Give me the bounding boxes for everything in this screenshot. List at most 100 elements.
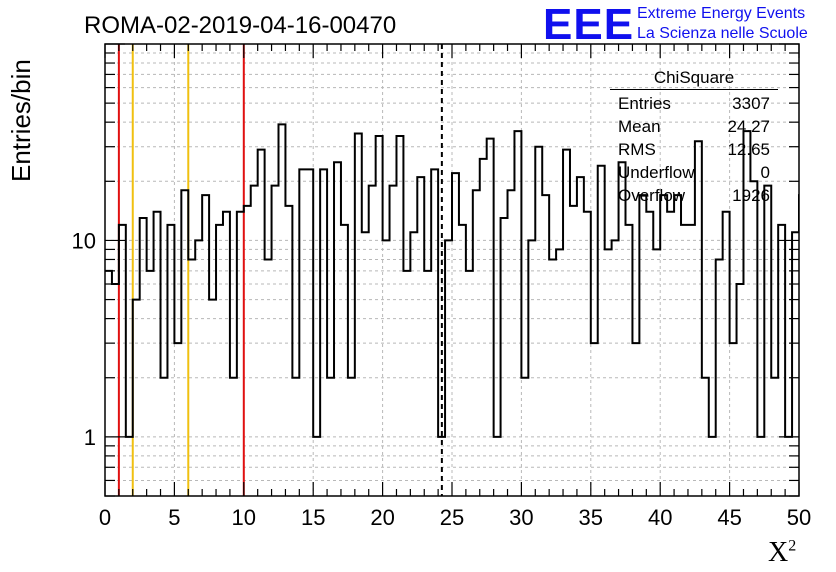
stats-label: RMS [618,140,656,159]
histogram-bin [112,284,119,496]
histogram-bin [730,343,737,496]
histogram-bin [417,177,424,496]
x-tick-label: 0 [99,505,111,530]
stats-value: 0 [760,163,770,182]
x-tick-label: 25 [440,505,464,530]
histogram-bin [272,186,279,496]
x-tick-label: 50 [787,505,811,530]
histogram-bin [459,225,466,496]
histogram-bin [667,212,674,496]
histogram-bin [299,169,306,496]
histogram-bin [147,271,154,496]
y-tick-label: 10 [72,228,96,253]
x-tick-label: 45 [717,505,741,530]
histogram-bin [369,186,376,496]
histogram-bin [445,240,452,496]
y-axis-label: Entries/bin [6,59,36,182]
histogram-bin [577,177,584,496]
stats-row: Mean 24.27 [610,115,778,138]
histogram-bin [487,139,494,496]
histogram-bin [688,225,695,496]
logo-caption: Extreme Energy Events La Scienza nelle S… [637,4,808,44]
histogram-outline [105,123,799,438]
histogram-bin [750,181,757,496]
stats-row: RMS 12.65 [610,138,778,161]
histogram-bin [806,249,813,496]
histogram-bin [584,212,591,496]
stats-row: Underflow 0 [610,161,778,184]
histogram-bin [279,124,286,496]
x-tick-label: 30 [509,505,533,530]
histogram-bin [737,284,744,496]
histogram-bin [556,249,563,496]
histogram-bin [133,300,140,496]
histogram-bin [778,225,785,496]
histogram-bin [827,200,834,496]
histogram-bin [355,134,362,496]
histogram-bin [424,271,431,496]
histogram-bin [632,343,639,496]
x-axis-label-base: X [768,537,789,568]
stats-label: Mean [618,117,661,136]
histogram-bin [383,240,390,496]
stats-row: Overflow 1926 [610,184,778,207]
histogram-bin [174,343,181,496]
histogram-bin [154,212,161,496]
stats-title: ChiSquare [610,68,778,90]
histogram-bin [320,169,327,496]
histogram-bin [410,232,417,496]
histogram-bin [563,150,570,496]
histogram-bin [376,136,383,496]
x-tick-label: 40 [648,505,672,530]
histogram-bin [167,225,174,496]
logo-line-2: La Scienza nelle Scuole [637,25,808,42]
histogram-bin [466,271,473,496]
x-axis-label: X2 [768,537,796,569]
histogram-series [105,123,834,496]
stats-row: Entries 3307 [610,92,778,115]
histogram-bin [258,150,265,496]
histogram-bin [813,218,820,496]
histogram-bin [723,212,730,496]
x-tick-label: 5 [168,505,180,530]
histogram-bin [612,240,619,496]
stats-value: 1926 [732,186,770,205]
histogram-bin [105,271,112,496]
histogram-bin [403,271,410,496]
eee-logo: EEE [543,0,635,49]
x-tick-label: 35 [579,505,603,530]
x-tick-label: 15 [301,505,325,530]
histogram-bin [653,249,660,496]
y-tick-label: 1 [84,425,96,450]
histogram-bin [646,212,653,496]
stats-label: Overflow [618,186,686,205]
x-axis-label-sup: 2 [788,537,797,555]
histogram-bin [431,169,438,496]
histogram-bin [820,271,827,496]
histogram-bin [223,212,230,496]
stats-value: 3307 [732,94,770,113]
histogram-bin [626,225,633,496]
histogram-bin [341,225,348,496]
histogram-bin [598,166,605,496]
tick-labels: 0 5 10 15 20 25 30 35 40 45 50 1 10 [72,228,812,530]
histogram-bin [237,212,244,496]
stats-value: 12.65 [727,140,770,159]
histogram-bin [528,240,535,496]
histogram-bin [251,186,258,496]
chart-title: ROMA-02-2019-04-16-00470 [84,12,397,39]
logo-line-1: Extreme Energy Events [637,5,806,22]
histogram-bin [591,343,598,496]
grid [105,43,799,497]
x-tick-label: 10 [232,505,256,530]
histogram-bin [209,300,216,496]
stats-label: Underflow [618,163,695,182]
histogram-bin [452,173,459,496]
histogram-bin [306,169,313,496]
histogram-bin [390,186,397,496]
histogram-bin [362,232,369,496]
histogram-bin [764,186,771,496]
stats-box: ChiSquare Entries 3307 Mean 24.27 RMS 12.65… [610,68,778,207]
histogram-bin [195,240,202,496]
